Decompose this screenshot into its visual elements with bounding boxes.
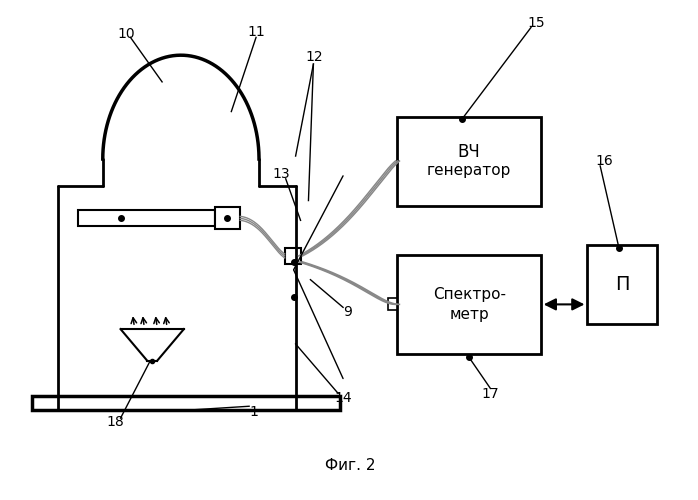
- Text: 9: 9: [343, 306, 352, 320]
- Text: 14: 14: [334, 392, 352, 406]
- Text: 10: 10: [118, 28, 135, 42]
- Text: 11: 11: [247, 26, 265, 40]
- Text: Спектро-: Спектро-: [433, 287, 505, 302]
- Text: 16: 16: [595, 154, 613, 168]
- Text: 1: 1: [250, 405, 258, 419]
- Bar: [31, 396, 340, 410]
- Bar: [387, 298, 397, 310]
- Text: 13: 13: [272, 167, 290, 181]
- Text: П: П: [615, 275, 629, 294]
- Bar: [78, 210, 214, 226]
- Text: Фиг. 2: Фиг. 2: [325, 458, 376, 473]
- Bar: [397, 255, 541, 354]
- Bar: [397, 116, 541, 206]
- Text: ВЧ: ВЧ: [458, 143, 480, 161]
- Text: генератор: генератор: [427, 164, 512, 178]
- Text: 12: 12: [306, 50, 323, 64]
- Bar: [587, 245, 657, 324]
- Text: 15: 15: [527, 16, 544, 30]
- Text: 17: 17: [482, 388, 499, 402]
- Text: метр: метр: [450, 307, 489, 322]
- Bar: [214, 208, 240, 229]
- Text: 18: 18: [107, 415, 124, 429]
- Bar: [285, 248, 301, 264]
